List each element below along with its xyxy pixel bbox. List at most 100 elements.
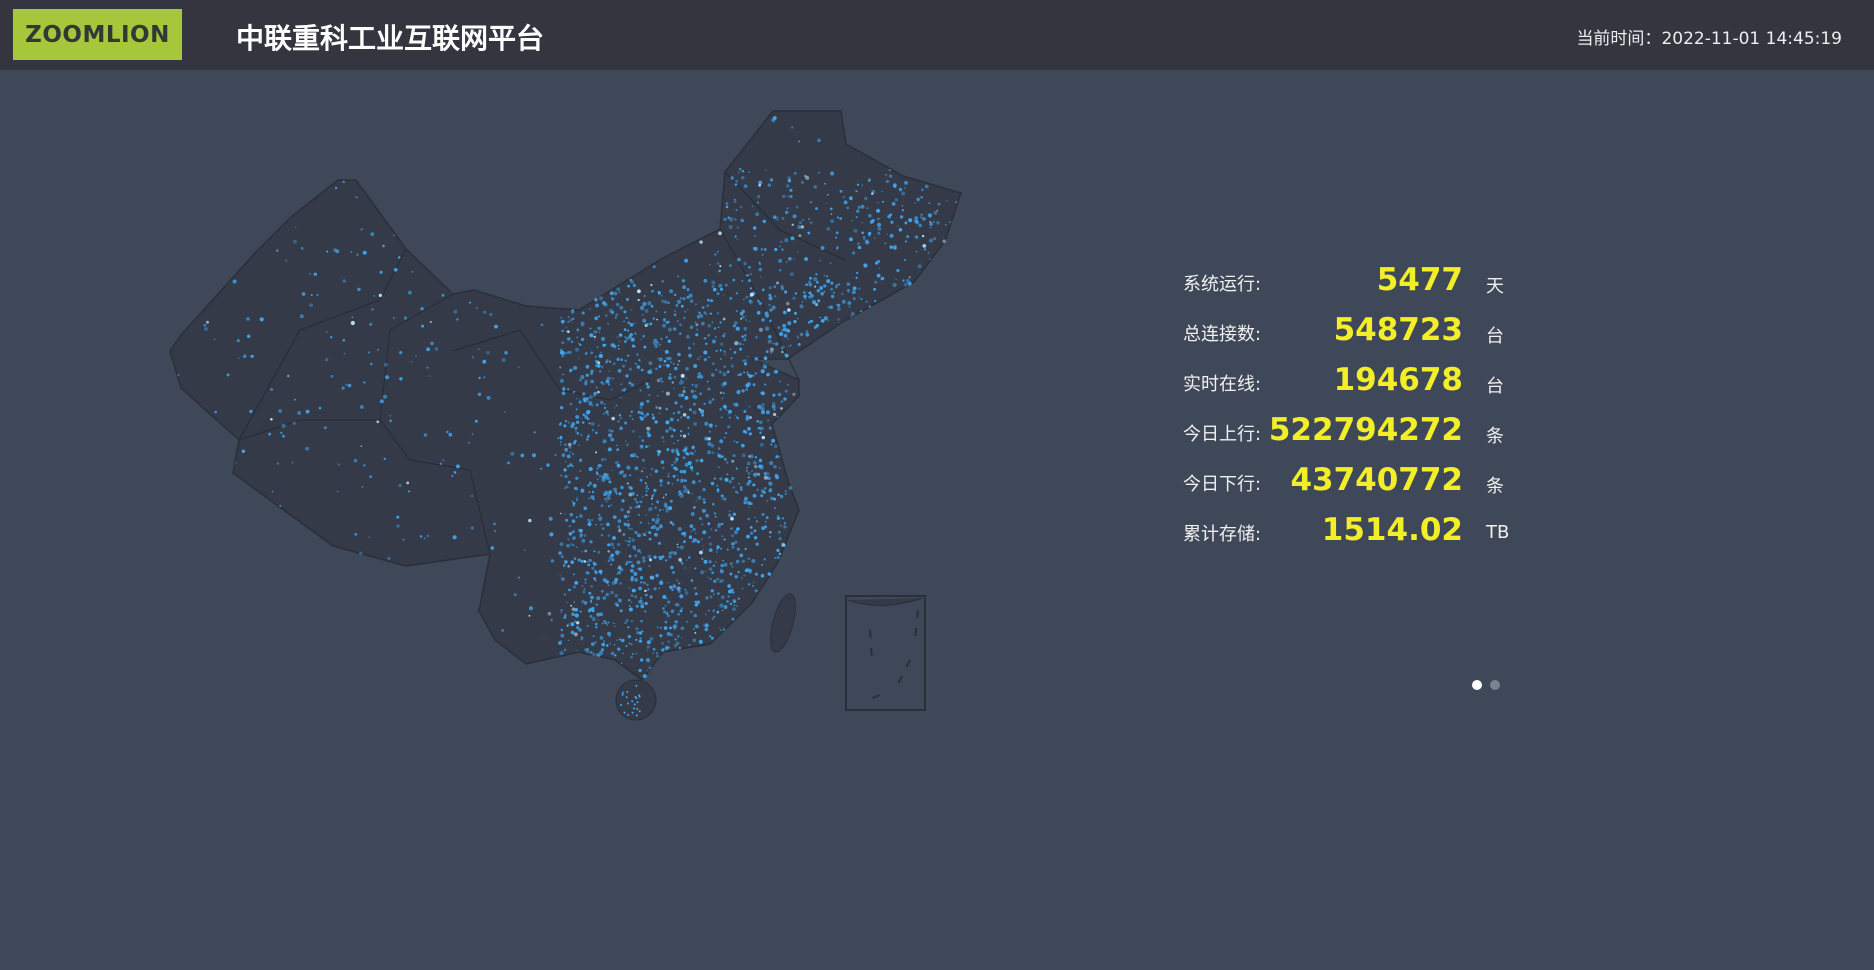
page-title: 中联重科工业互联网平台	[236, 22, 545, 55]
device-light-dot	[849, 237, 854, 242]
device-light-dot	[653, 493, 656, 496]
device-light-dot	[781, 347, 784, 350]
device-light-dot	[640, 620, 643, 623]
device-light-dot	[794, 292, 798, 295]
device-light-dot	[659, 524, 663, 529]
device-light-dot	[681, 607, 683, 610]
device-light-dot	[769, 319, 772, 323]
device-light-dot	[814, 285, 817, 288]
device-light-dot	[517, 576, 521, 579]
device-light-dot	[756, 472, 761, 476]
carousel-dot-1[interactable]	[1472, 680, 1482, 690]
device-light-dot	[785, 301, 790, 306]
device-light-dot	[665, 612, 669, 615]
device-light-dot	[683, 389, 686, 392]
device-light-dot	[928, 202, 931, 205]
device-light-dot	[607, 621, 610, 624]
device-light-dot	[665, 420, 670, 425]
device-light-dot	[278, 409, 282, 413]
device-light-dot	[897, 225, 899, 227]
device-light-dot	[659, 626, 663, 630]
device-light-dot	[730, 516, 734, 521]
device-light-dot	[777, 493, 780, 497]
device-light-dot	[564, 474, 568, 479]
device-light-dot	[627, 544, 630, 547]
device-light-dot	[667, 582, 669, 584]
device-light-dot	[646, 649, 649, 652]
device-light-dot	[685, 452, 689, 456]
device-light-dot	[618, 347, 620, 350]
device-light-dot	[597, 463, 602, 468]
device-light-dot	[597, 550, 601, 554]
device-light-dot	[819, 316, 822, 319]
device-light-dot	[357, 287, 361, 292]
device-light-dot	[562, 564, 566, 567]
device-light-dot	[589, 481, 592, 484]
device-light-dot	[607, 505, 610, 508]
device-light-dot	[737, 373, 740, 377]
device-light-dot	[784, 328, 789, 333]
device-light-dot	[528, 614, 531, 617]
device-light-dot	[698, 516, 703, 521]
device-light-dot	[658, 509, 662, 512]
device-light-dot	[610, 651, 615, 656]
device-light-dot	[637, 298, 640, 302]
device-light-dot	[567, 330, 570, 334]
device-light-dot	[712, 287, 717, 292]
device-light-dot	[605, 379, 610, 384]
device-light-dot	[242, 354, 247, 359]
device-light-dot	[704, 337, 707, 340]
device-light-dot	[777, 530, 781, 534]
carousel-dot-2[interactable]	[1490, 680, 1500, 690]
device-light-dot	[687, 461, 692, 466]
device-light-dot	[747, 557, 751, 561]
device-light-dot	[701, 557, 704, 561]
device-light-dot	[573, 620, 577, 623]
device-light-dot	[776, 516, 781, 520]
device-light-dot	[618, 492, 622, 496]
device-light-dot	[747, 476, 750, 479]
device-light-dot	[689, 325, 694, 330]
device-light-dot	[611, 470, 613, 472]
device-light-dot	[389, 419, 392, 423]
device-light-dot	[662, 594, 667, 600]
device-light-dot	[652, 524, 657, 529]
device-light-dot	[581, 311, 585, 315]
device-light-dot	[596, 364, 601, 368]
device-light-dot	[670, 427, 674, 431]
device-light-dot	[565, 485, 569, 489]
device-light-dot	[567, 351, 570, 354]
device-light-dot	[731, 617, 735, 621]
device-light-dot	[567, 639, 570, 642]
device-light-dot	[722, 559, 724, 562]
device-light-dot	[876, 259, 881, 264]
device-light-dot	[723, 217, 727, 221]
device-light-dot	[837, 307, 841, 311]
device-light-dot	[622, 364, 626, 368]
device-light-dot	[741, 309, 745, 314]
device-light-dot	[613, 487, 618, 492]
device-light-dot	[765, 314, 770, 318]
device-light-dot	[760, 406, 765, 411]
device-light-dot	[754, 464, 758, 469]
device-light-dot	[876, 208, 881, 213]
device-light-dot	[765, 471, 770, 476]
device-light-dot	[730, 364, 734, 368]
device-light-dot	[734, 218, 737, 221]
device-light-dot	[617, 647, 621, 651]
device-light-dot	[708, 560, 712, 564]
device-light-dot	[803, 291, 806, 294]
device-light-dot	[667, 327, 672, 332]
device-light-dot	[692, 410, 697, 415]
device-light-dot	[942, 239, 946, 244]
device-light-dot	[692, 342, 695, 345]
device-light-dot	[629, 278, 633, 282]
device-light-dot	[874, 300, 877, 303]
device-light-dot	[718, 627, 721, 629]
device-light-dot	[635, 638, 638, 642]
device-light-dot	[752, 472, 758, 477]
device-light-dot	[769, 350, 773, 354]
device-light-dot	[755, 472, 758, 474]
device-light-dot	[661, 294, 663, 297]
device-light-dot	[590, 379, 594, 384]
